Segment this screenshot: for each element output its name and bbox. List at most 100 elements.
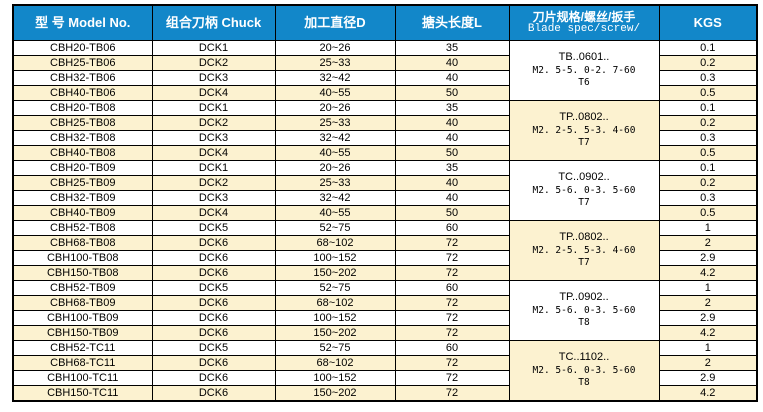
chuck-cell: DCK6	[151, 310, 276, 326]
chuck-cell: DCK1	[151, 100, 276, 116]
table-row: CBH100-TC11 DCK6 100~152 72 2.9	[12, 370, 758, 386]
length-cell: 50	[394, 145, 510, 161]
model-cell: CBH40-TB08	[12, 145, 153, 161]
diameter-cell: 25~33	[274, 55, 396, 71]
page: 型 号 Model No. 组合刀柄 Chuck 加工直径D 搪头长度L 刀片规格/螺丝…	[12, 4, 758, 402]
blade-spec-line1: TC..0902..	[558, 171, 610, 184]
model-cell: CBH150-TC11	[12, 385, 153, 402]
kgs-cell: 4.2	[658, 385, 758, 402]
diameter-cell: 20~26	[274, 100, 396, 116]
kgs-cell: 4.2	[658, 325, 758, 341]
table-row: CBH32-TB06 DCK3 32~42 40 0.3	[12, 70, 758, 86]
blade-spec-line2: M2. 5-6. 0-3. 5-60	[532, 365, 636, 377]
column-header-sublabel: Blade spec/screw/	[527, 22, 641, 35]
length-cell: 72	[394, 295, 510, 311]
blade-spec-cell: TP..0802.. M2. 2-5. 5-3. 4-60 T7	[508, 220, 660, 281]
chuck-cell: DCK6	[151, 265, 276, 281]
length-cell: 72	[394, 325, 510, 341]
chuck-cell: DCK1	[151, 160, 276, 176]
diameter-cell: 32~42	[274, 70, 396, 86]
column-header-label: 刀片规格/螺丝/扳手	[532, 9, 636, 24]
model-cell: CBH32-TB06	[12, 70, 153, 86]
kgs-cell: 0.2	[658, 55, 758, 71]
blade-spec-line3: T7	[578, 257, 590, 269]
kgs-cell: 0.1	[658, 40, 758, 56]
chuck-cell: DCK5	[151, 220, 276, 236]
kgs-cell: 0.5	[658, 205, 758, 221]
chuck-cell: DCK6	[151, 250, 276, 266]
diameter-cell: 52~75	[274, 220, 396, 236]
blade-spec-line3: T6	[578, 77, 590, 89]
length-cell: 40	[394, 70, 510, 86]
kgs-cell: 2	[658, 295, 758, 311]
diameter-cell: 68~102	[274, 355, 396, 371]
kgs-cell: 0.3	[658, 130, 758, 146]
chuck-cell: DCK3	[151, 190, 276, 206]
table-row: CBH20-TB06 DCK1 20~26 35 TB..0601.. M2. 5-5. …	[12, 40, 758, 101]
diameter-cell: 68~102	[274, 295, 396, 311]
table-row: CBH20-TB09 DCK1 20~26 35 TC..0902.. M2. 5-6. …	[12, 160, 758, 221]
kgs-cell: 0.2	[658, 115, 758, 131]
kgs-cell: 2.9	[658, 250, 758, 266]
model-cell: CBH68-TC11	[12, 355, 153, 371]
kgs-cell: 2.9	[658, 370, 758, 386]
column-header-blade-spec: 刀片规格/螺丝/扳手 Blade spec/screw/	[508, 4, 660, 41]
chuck-cell: DCK4	[151, 85, 276, 101]
length-cell: 40	[394, 130, 510, 146]
model-cell: CBH100-TB08	[12, 250, 153, 266]
diameter-cell: 40~55	[274, 85, 396, 101]
table-row: CBH40-TB09 DCK4 40~55 50 0.5	[12, 205, 758, 221]
length-cell: 35	[394, 100, 510, 116]
blade-spec-line3: T7	[578, 197, 590, 209]
chuck-cell: DCK3	[151, 130, 276, 146]
model-cell: CBH25-TB09	[12, 175, 153, 191]
length-cell: 72	[394, 265, 510, 281]
chuck-cell: DCK6	[151, 325, 276, 341]
diameter-cell: 25~33	[274, 175, 396, 191]
chuck-cell: DCK6	[151, 385, 276, 402]
chuck-cell: DCK2	[151, 175, 276, 191]
column-header-label: 组合刀柄 Chuck	[165, 14, 262, 30]
table-row: CBH68-TB09 DCK6 68~102 72 2	[12, 295, 758, 311]
kgs-cell: 2.9	[658, 310, 758, 326]
diameter-cell: 20~26	[274, 160, 396, 176]
column-header-label: 型 号 Model No.	[35, 14, 131, 30]
model-cell: CBH40-TB06	[12, 85, 153, 101]
table-row: CBH100-TB08 DCK6 100~152 72 2.9	[12, 250, 758, 266]
model-cell: CBH100-TC11	[12, 370, 153, 386]
blade-spec-line1: TB..0601..	[558, 51, 610, 64]
blade-spec-cell: TB..0601.. M2. 5-5. 0-2. 7-60 T6	[508, 40, 660, 101]
table-row: CBH52-TB09 DCK5 52~75 60 TP..0902.. M2. 5-6. …	[12, 280, 758, 341]
model-cell: CBH25-TB08	[12, 115, 153, 131]
length-cell: 40	[394, 115, 510, 131]
model-cell: CBH52-TB08	[12, 220, 153, 236]
length-cell: 72	[394, 370, 510, 386]
chuck-cell: DCK6	[151, 370, 276, 386]
diameter-cell: 25~33	[274, 115, 396, 131]
chuck-cell: DCK2	[151, 55, 276, 71]
diameter-cell: 100~152	[274, 370, 396, 386]
model-cell: CBH100-TB09	[12, 310, 153, 326]
diameter-cell: 32~42	[274, 130, 396, 146]
blade-spec-line2: M2. 5-6. 0-3. 5-60	[532, 305, 636, 317]
column-header-kgs: KGS	[658, 4, 758, 41]
table-row: CBH52-TB08 DCK5 52~75 60 TP..0802.. M2. 2-5. …	[12, 220, 758, 281]
kgs-cell: 0.1	[658, 160, 758, 176]
diameter-cell: 150~202	[274, 325, 396, 341]
blade-spec-cell: TP..0902.. M2. 5-6. 0-3. 5-60 T8	[508, 280, 660, 341]
column-header-label: 搪头长度L	[422, 14, 482, 30]
model-cell: CBH20-TB08	[12, 100, 153, 116]
length-cell: 72	[394, 355, 510, 371]
kgs-cell: 0.2	[658, 175, 758, 191]
table-row: CBH150-TC11 DCK6 150~202 72 4.2	[12, 385, 758, 402]
diameter-cell: 100~152	[274, 310, 396, 326]
model-cell: CBH68-TB09	[12, 295, 153, 311]
length-cell: 40	[394, 175, 510, 191]
kgs-cell: 0.1	[658, 100, 758, 116]
chuck-cell: DCK1	[151, 40, 276, 56]
blade-spec-line2: M2. 2-5. 5-3. 4-60	[532, 125, 636, 137]
blade-spec-line2: M2. 5-5. 0-2. 7-60	[532, 65, 636, 77]
length-cell: 72	[394, 235, 510, 251]
kgs-cell: 1	[658, 340, 758, 356]
blade-spec-line1: TP..0802..	[559, 231, 609, 244]
